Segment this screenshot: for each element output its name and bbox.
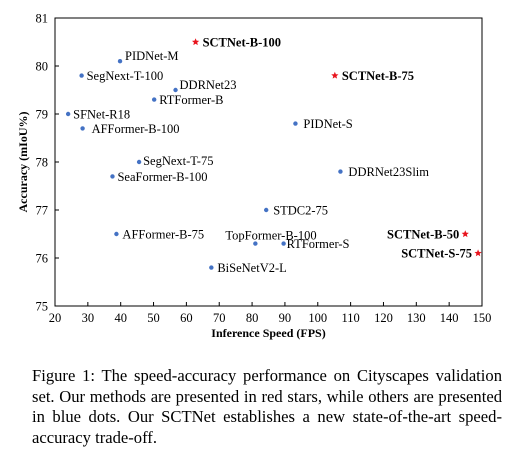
y-tick-label: 77 xyxy=(36,204,49,218)
x-tick-label: 30 xyxy=(82,311,95,325)
x-tick-label: 140 xyxy=(440,311,459,325)
x-tick-label: 120 xyxy=(374,311,393,325)
speed-accuracy-chart: 20 30 40 50 60 70 80 90 100 110 120 130 140 150 75767… xyxy=(16,12,492,341)
x-tick-label: 80 xyxy=(246,311,259,325)
point-segnext-t-100 xyxy=(79,73,84,78)
x-tick-label: 110 xyxy=(341,311,359,325)
label-rtformer-s: RTFormer-S xyxy=(287,237,350,251)
x-tick-label: 20 xyxy=(49,311,62,325)
x-tick-label: 60 xyxy=(180,311,193,325)
y-tick-label: 81 xyxy=(36,12,49,26)
label-ddrnet23: DDRNet23 xyxy=(180,78,237,92)
label-sfnet-r18: SFNet-R18 xyxy=(73,108,130,122)
point-seaformer-b-100 xyxy=(110,174,115,179)
y-tick-label: 75 xyxy=(36,300,49,314)
label-rtformer-b: RTFormer-B xyxy=(159,93,223,107)
y-tick-label: 78 xyxy=(36,156,49,170)
label-ddrnet23slim: DDRNet23Slim xyxy=(348,165,429,179)
x-axis-ticks: 20 30 40 50 60 70 80 90 100 110 120 130 140 150 xyxy=(49,302,492,325)
y-tick-label: 79 xyxy=(36,108,49,122)
point-rtformer-b xyxy=(151,97,157,102)
label-stdc2-75: STDC2-75 xyxy=(273,204,328,218)
label-segnext-t-100: SegNext-T-100 xyxy=(87,69,164,83)
data-points: SCTNet-B-100 SCTNet-B-75 SCTNet-B-50 SCTNet… xyxy=(65,36,482,275)
point-sctnet-b-100 xyxy=(191,38,200,46)
label-bisenetv2-l: BiSeNetV2-L xyxy=(217,261,286,275)
label-afformer-b-100: AFFormer-B-100 xyxy=(92,122,180,136)
label-sctnet-b-100: SCTNet-B-100 xyxy=(203,36,281,50)
y-axis-label: Accuracy (mIoU%) xyxy=(16,112,30,213)
x-tick-label: 150 xyxy=(473,311,492,325)
point-pidnet-m xyxy=(117,59,123,64)
point-sctnet-b-50 xyxy=(461,230,469,238)
point-segnext-t-75 xyxy=(136,159,142,165)
point-topformer-b-100 xyxy=(253,241,258,246)
point-sctnet-s-75 xyxy=(474,249,482,257)
point-sctnet-b-75 xyxy=(331,71,339,79)
x-tick-label: 100 xyxy=(308,311,327,325)
point-afformer-b-75 xyxy=(114,231,119,237)
label-sctnet-b-50: SCTNet-B-50 xyxy=(387,228,459,242)
point-rtformer-s xyxy=(281,241,286,246)
x-tick-label: 130 xyxy=(407,311,426,325)
point-bisenetv2-l xyxy=(209,265,214,270)
x-tick-label: 40 xyxy=(114,311,127,325)
label-seaformer-b-100: SeaFormer-B-100 xyxy=(117,170,207,184)
y-tick-label: 80 xyxy=(36,60,49,74)
point-ddrnet23slim xyxy=(338,169,343,174)
point-pidnet-s xyxy=(293,121,298,126)
label-segnext-t-75: SegNext-T-75 xyxy=(143,154,213,168)
point-ddrnet23 xyxy=(173,87,178,93)
x-tick-label: 50 xyxy=(147,311,160,325)
x-axis-label: Inference Speed (FPS) xyxy=(211,326,325,340)
label-sctnet-b-75: SCTNet-B-75 xyxy=(342,69,414,83)
y-axis-ticks: 75 76 77 78 79 80 81 xyxy=(36,12,59,314)
x-tick-label: 90 xyxy=(279,311,292,325)
point-afformer-b-100 xyxy=(80,126,85,131)
figure-caption: Figure 1: The speed-accuracy performance… xyxy=(32,366,502,447)
label-pidnet-s: PIDNet-S xyxy=(303,117,352,131)
y-tick-label: 76 xyxy=(36,252,49,266)
label-afformer-b-75: AFFormer-B-75 xyxy=(122,228,204,242)
point-stdc2-75 xyxy=(264,207,269,213)
label-topformer-b-100: TopFormer-B-100 xyxy=(225,229,316,243)
point-sfnet-r18 xyxy=(65,111,71,117)
label-pidnet-m: PIDNet-M xyxy=(125,49,178,63)
label-sctnet-s-75: SCTNet-S-75 xyxy=(401,247,472,261)
x-tick-label: 70 xyxy=(213,311,226,325)
